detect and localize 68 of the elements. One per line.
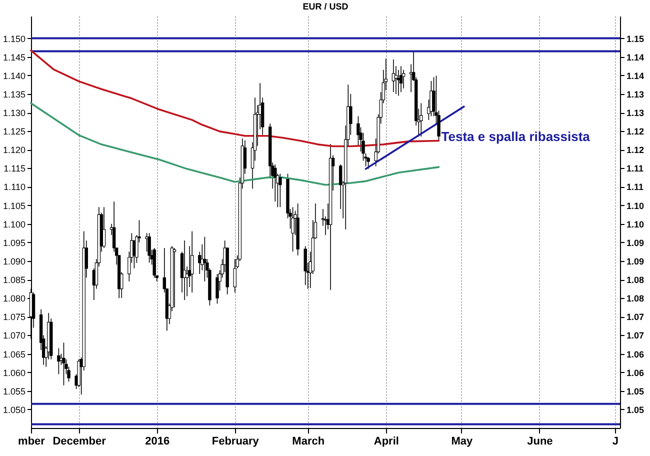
- x-tick-label: April: [374, 436, 399, 448]
- candlestick: [366, 156, 370, 170]
- chart-title: EUR / USD: [302, 1, 349, 12]
- y-tick-label: 1.090: [2, 256, 26, 266]
- y2-tick-label: 1.13: [626, 89, 644, 100]
- y-tick-label: 1.105: [2, 200, 26, 211]
- y2-tick-label: 1.11: [626, 164, 644, 174]
- y2-tick-label: 1.12: [626, 126, 644, 137]
- candlestick: [190, 230, 194, 293]
- annotation: Testa e spalla ribassista: [441, 129, 591, 144]
- candlestick: [278, 173, 282, 208]
- y-tick-label: 1.120: [2, 145, 26, 156]
- y-tick-label: 1.070: [2, 330, 26, 341]
- candlestick: [420, 102, 423, 138]
- x-tick-label: March: [292, 436, 325, 448]
- y-tick-label: 1.150: [2, 34, 26, 44]
- candlestick: [392, 59, 396, 92]
- x-tick-label: February: [212, 436, 260, 448]
- y2-tick-label: 1.07: [626, 312, 644, 322]
- y-tick-label: 1.065: [2, 349, 26, 360]
- x-tick-label: mber: [18, 436, 46, 448]
- y2-tick-label: 1.06: [626, 368, 644, 378]
- y-tick-label: 1.060: [2, 368, 26, 378]
- y-tick-label: 1.075: [2, 312, 26, 322]
- y-tick-label: 1.095: [2, 238, 26, 248]
- x-tick-label: December: [52, 436, 107, 448]
- y-tick-label: 1.050: [2, 404, 26, 415]
- candlestick: [112, 201, 116, 252]
- candlestick: [216, 274, 219, 304]
- y-tick-label: 1.115: [4, 164, 26, 174]
- y2-tick-label: 1.12: [626, 145, 644, 156]
- candlestick: [203, 236, 206, 282]
- candlestick: [172, 248, 176, 308]
- y-tick-label: 1.110: [4, 182, 26, 192]
- y-tick-label: 1.145: [2, 52, 26, 62]
- y-tick-label: 1.055: [2, 386, 26, 396]
- y2-tick-label: 1.09: [626, 256, 644, 266]
- y-tick-label: 1.080: [2, 294, 26, 304]
- candlestick: [304, 246, 307, 286]
- x-tick-label: June: [527, 436, 553, 448]
- y2-tick-label: 1.14: [626, 70, 644, 81]
- y2-tick-label: 1.06: [626, 349, 644, 360]
- y-tick-label: 1.125: [2, 126, 26, 137]
- candlestick: [399, 66, 403, 92]
- y2-tick-label: 1.05: [626, 386, 644, 396]
- y-tick-label: 1.085: [2, 275, 26, 286]
- y-tick-label: 1.135: [2, 89, 26, 100]
- y2-tick-label: 1.09: [626, 238, 644, 248]
- y-tick-label: 1.100: [2, 219, 26, 230]
- y-tick-label: 1.140: [2, 70, 26, 81]
- y2-tick-label: 1.08: [626, 275, 644, 286]
- x-tick-label: 2016: [145, 436, 170, 448]
- candlestick: [233, 258, 236, 293]
- candlestick: [102, 206, 106, 248]
- y2-tick-label: 1.14: [626, 52, 644, 62]
- y2-tick-label: 1.10: [626, 200, 644, 211]
- y2-tick-label: 1.07: [626, 330, 644, 341]
- x-tick-label: J: [612, 436, 619, 448]
- y-tick-label: 1.130: [2, 108, 26, 118]
- y2-tick-label: 1.10: [626, 219, 644, 230]
- candlestick: [402, 69, 406, 89]
- x-tick-label: May: [451, 436, 474, 448]
- y2-tick-label: 1.13: [626, 108, 644, 118]
- y2-tick-label: 1.11: [626, 182, 644, 192]
- line-series: [30, 102, 440, 186]
- y2-tick-label: 1.08: [626, 294, 644, 304]
- y2-tick-label: 1.05: [626, 404, 644, 415]
- y2-tick-label: 1.15: [626, 34, 644, 44]
